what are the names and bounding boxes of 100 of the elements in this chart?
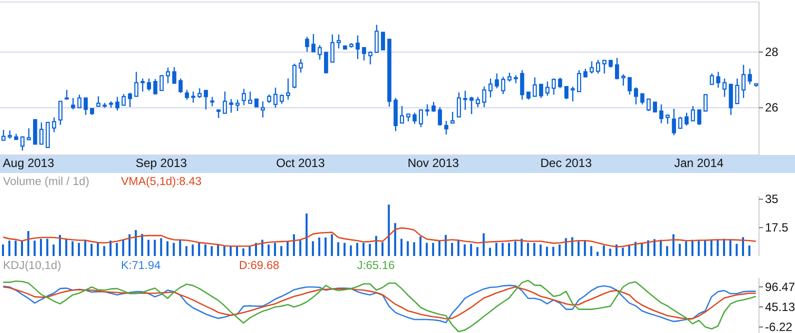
candlestick	[552, 78, 556, 96]
bar	[230, 246, 232, 256]
candlestick	[628, 77, 632, 96]
bar	[52, 244, 55, 256]
candlestick	[229, 98, 234, 114]
bar	[179, 240, 182, 256]
candlestick	[191, 90, 196, 104]
series-label: K:71.94	[121, 260, 162, 272]
bar	[716, 239, 719, 256]
candlestick	[172, 66, 176, 84]
candlestick	[286, 78, 290, 100]
candlestick	[463, 90, 468, 111]
bar	[362, 242, 365, 256]
candlestick	[697, 109, 702, 126]
candlestick	[640, 93, 644, 105]
y-tick-label: -6.22	[765, 320, 793, 333]
bar	[141, 234, 144, 256]
candlestick	[39, 122, 44, 145]
candlestick	[704, 93, 708, 112]
bar	[432, 242, 434, 256]
bar	[578, 241, 580, 256]
bar	[312, 241, 314, 256]
text: D:69.68	[239, 260, 280, 272]
candlestick	[122, 93, 126, 106]
y-tick-label: 26	[765, 100, 779, 115]
bar	[723, 238, 726, 256]
bar	[419, 236, 422, 256]
candlestick	[520, 70, 524, 100]
bar	[413, 242, 416, 256]
candlestick	[570, 86, 575, 102]
bar	[337, 242, 340, 256]
bar	[558, 244, 561, 256]
bar	[72, 241, 74, 256]
bar	[274, 242, 276, 256]
candlestick	[425, 104, 430, 116]
candlestick	[153, 78, 158, 94]
bar	[306, 214, 308, 256]
bar	[330, 234, 333, 256]
candlestick	[280, 94, 284, 104]
candlestick	[545, 80, 550, 96]
bar	[84, 240, 86, 256]
bar	[502, 242, 504, 256]
bar	[678, 244, 681, 256]
bar	[729, 239, 732, 256]
candlestick	[728, 84, 733, 116]
candlestick	[659, 104, 664, 124]
bar	[268, 244, 270, 256]
bar	[280, 246, 282, 256]
candlestick	[501, 76, 506, 95]
y-tick-label: 35	[765, 192, 779, 206]
candlestick	[564, 86, 568, 100]
candlestick	[248, 90, 252, 104]
bar	[457, 240, 460, 256]
candlestick	[418, 109, 423, 128]
bar	[596, 252, 599, 256]
chart-title: Volume (mil / 1d)	[3, 176, 90, 188]
bar	[736, 244, 738, 256]
candlestick	[160, 74, 164, 92]
bar	[46, 238, 48, 256]
bar	[666, 246, 668, 256]
chart-title: KDJ(10,1d)	[3, 260, 62, 272]
bar	[286, 241, 289, 256]
candlestick	[292, 63, 296, 89]
bar	[609, 248, 612, 256]
bar	[110, 240, 112, 256]
bar	[672, 234, 674, 256]
candlestick	[652, 102, 658, 112]
candlestick	[222, 90, 227, 114]
bar	[375, 236, 378, 256]
bar	[166, 241, 168, 256]
bar	[154, 240, 156, 256]
candlestick	[178, 78, 183, 94]
series-label: J:65.16	[357, 260, 396, 272]
candlestick	[735, 78, 740, 104]
candlestick	[684, 112, 689, 126]
line-series	[2, 227, 756, 248]
candlestick	[634, 86, 638, 105]
bar	[406, 241, 409, 256]
bar	[356, 242, 358, 256]
bar	[382, 242, 384, 256]
candlestick	[558, 77, 562, 89]
candlestick	[646, 98, 651, 112]
bar	[426, 242, 428, 256]
candlestick	[716, 71, 720, 88]
candlestick	[741, 64, 746, 99]
bar	[134, 230, 137, 256]
bar	[65, 238, 68, 256]
candlestick	[690, 105, 695, 122]
candlestick	[330, 34, 334, 63]
candlestick	[260, 100, 265, 118]
candlestick	[52, 116, 56, 133]
y-tick-label: 96.47	[765, 280, 795, 294]
bar	[116, 242, 118, 256]
bar	[438, 240, 440, 256]
bar	[584, 240, 586, 256]
bar	[248, 246, 251, 256]
candlestick	[438, 106, 442, 126]
bar	[204, 244, 206, 256]
candlestick	[166, 67, 170, 84]
x-tick-label: Aug 2013	[2, 156, 54, 170]
